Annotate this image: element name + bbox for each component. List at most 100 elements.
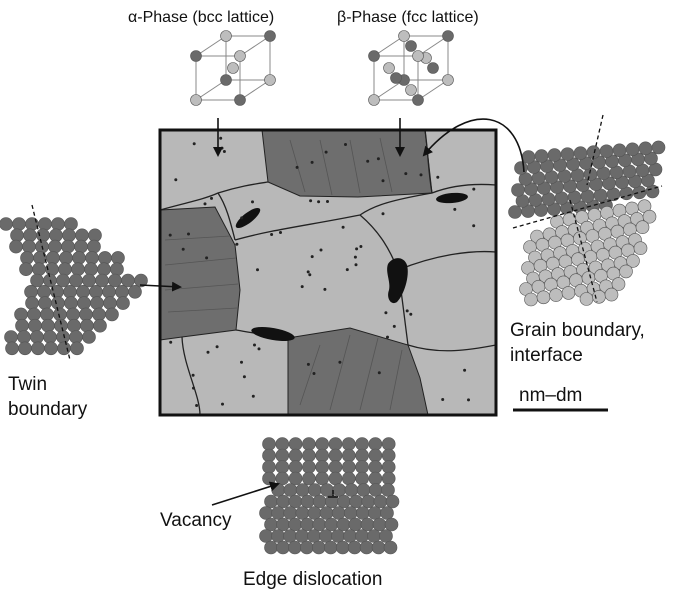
atom [41, 318, 55, 333]
point-defect [345, 268, 349, 272]
atom [642, 209, 657, 224]
atom [264, 494, 278, 509]
corner-atom [398, 30, 410, 42]
atom [58, 262, 72, 277]
atom [307, 529, 321, 543]
atom [359, 540, 374, 555]
face-atom [390, 72, 402, 84]
atom [20, 251, 34, 265]
atom [302, 460, 316, 474]
point-defect [253, 343, 256, 347]
scale-label: nm–dm [519, 385, 583, 406]
atom [38, 217, 52, 231]
point-defect [404, 172, 408, 176]
point-defect [463, 368, 467, 372]
atom [51, 296, 65, 310]
atom [10, 228, 24, 243]
corner-atom [442, 74, 454, 86]
atom [514, 161, 528, 175]
point-defects [168, 136, 476, 407]
atom [28, 318, 42, 333]
atom [262, 471, 276, 486]
cell-edge [195, 79, 227, 101]
atom [302, 448, 316, 463]
atom [328, 437, 343, 451]
atom [347, 540, 362, 555]
atom [368, 448, 383, 463]
atom [271, 529, 285, 543]
point-defect [441, 398, 445, 401]
atom [288, 517, 302, 532]
point-defect [240, 216, 244, 220]
atom [30, 330, 44, 344]
atom [66, 307, 80, 322]
face-atom [383, 62, 395, 74]
atom [271, 506, 285, 520]
corner-atom [234, 94, 246, 106]
atom [102, 284, 116, 299]
atom [4, 330, 18, 344]
atom [368, 437, 383, 451]
atom [259, 529, 273, 543]
atom [80, 318, 94, 333]
cell-edge [373, 79, 405, 101]
precipitates [235, 192, 468, 342]
atom [312, 517, 327, 532]
point-defect [467, 398, 470, 402]
point-defect [354, 263, 358, 267]
atom [19, 262, 33, 277]
atom [524, 292, 538, 307]
atom [337, 494, 351, 509]
atom [319, 506, 334, 520]
atom [341, 471, 356, 486]
point-defect [174, 178, 178, 182]
atom [385, 494, 400, 509]
atom [626, 254, 640, 268]
point-defect [168, 233, 172, 237]
point-defect [376, 157, 380, 161]
atom [356, 483, 371, 497]
twin-boundary-atoms [0, 217, 148, 356]
point-defect [353, 255, 357, 259]
atom [288, 471, 303, 486]
twin-boundary-label-line1: Twin [8, 374, 48, 395]
atom [46, 251, 60, 265]
atom [323, 540, 338, 555]
body-center-atom [227, 62, 239, 74]
atom [355, 506, 370, 520]
atom [328, 448, 343, 463]
point-defect [221, 402, 224, 406]
corner-atom [368, 94, 380, 106]
atom [295, 529, 309, 543]
atom [384, 517, 399, 532]
atom [635, 220, 650, 234]
point-defect [384, 311, 388, 315]
atom [82, 330, 96, 344]
atom [383, 540, 398, 555]
grain-boundary-label-line2: interface [510, 345, 583, 366]
atom [381, 437, 396, 451]
atom [85, 251, 99, 265]
atom [90, 296, 104, 310]
atom [84, 262, 98, 277]
twin-boundary-label-line2: boundary [8, 399, 88, 420]
grain-boundary-label: Grain boundary, interface [510, 318, 645, 368]
corner-atom [412, 50, 424, 62]
atom [97, 262, 111, 277]
atom [619, 264, 633, 279]
point-defect [306, 270, 310, 274]
atom [611, 277, 626, 291]
atom [343, 506, 358, 520]
point-defect [257, 347, 261, 351]
atom [115, 284, 129, 299]
atom [381, 483, 395, 497]
atom [121, 273, 135, 288]
atom [373, 494, 388, 509]
twin-boundary-label: Twin boundary [8, 372, 87, 422]
point-defect [419, 173, 423, 177]
atom [49, 228, 63, 243]
atom [508, 205, 522, 219]
atom [93, 318, 107, 333]
point-defect [355, 247, 359, 251]
